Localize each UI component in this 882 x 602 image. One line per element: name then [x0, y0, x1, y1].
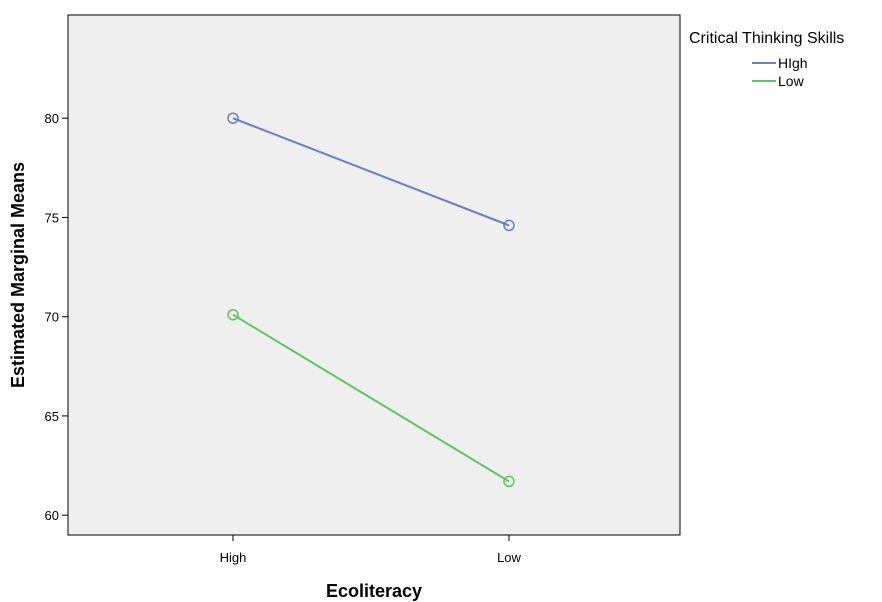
y-tick-label: 70: [45, 310, 59, 325]
y-tick-label: 75: [45, 210, 59, 225]
data-point-marker: [503, 475, 515, 488]
plot-area: [67, 14, 681, 536]
y-axis: 60 65 70 75 80: [45, 111, 68, 523]
y-tick-label: 80: [45, 111, 59, 126]
series-line: [232, 313, 510, 483]
y-tick-label: 60: [45, 508, 59, 523]
legend-title: Critical Thinking Skills: [689, 30, 844, 47]
data-point-marker: [227, 308, 239, 321]
x-axis-title: Ecoliteracy: [326, 581, 422, 601]
x-tick-label: Low: [497, 550, 521, 565]
data-point-marker: [503, 219, 515, 232]
x-axis: High Low: [220, 535, 522, 565]
series-layer: [227, 112, 515, 488]
legend: Critical Thinking Skills HIgh Low: [689, 30, 844, 89]
x-tick-label: High: [220, 550, 247, 565]
legend-label: HIgh: [778, 55, 808, 71]
y-tick-label: 65: [45, 409, 59, 424]
data-point-marker: [227, 112, 239, 124]
y-axis-title: Estimated Marginal Means: [8, 162, 28, 388]
legend-label: Low: [778, 73, 805, 89]
series-line: [232, 117, 510, 227]
